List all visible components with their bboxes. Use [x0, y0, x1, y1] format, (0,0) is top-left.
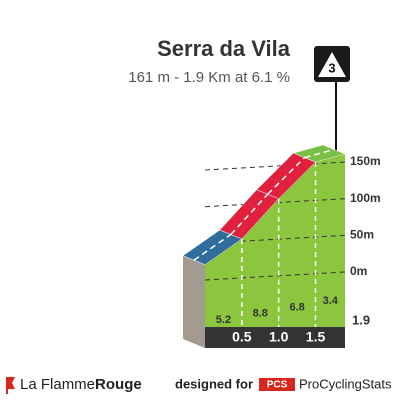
- designed-for: designed for: [175, 376, 253, 391]
- x-end-label: 1.9: [352, 312, 370, 327]
- ribbon-dash: [193, 233, 232, 261]
- ribbon-dash: [267, 157, 306, 195]
- y-tick-label: 0m: [350, 264, 367, 278]
- badge-triangle: [318, 52, 346, 77]
- gradient-label: 3.4: [323, 295, 339, 307]
- pcs-logo: [259, 378, 295, 391]
- gradient-label: 8.8: [253, 308, 268, 320]
- pcs-name: ProCyclingStats: [299, 376, 392, 391]
- brand: La FlammeRouge: [20, 376, 142, 393]
- y-tick-label: 50m: [350, 228, 374, 242]
- chart-subtitle: 161 m - 1.9 Km at 6.1 %: [128, 69, 290, 86]
- ribbon-dash: [304, 148, 335, 159]
- side-face: [183, 255, 205, 348]
- category-label: 3: [328, 60, 335, 75]
- x-tick-label: 1.5: [306, 329, 326, 345]
- x-tick-label: 1.0: [269, 329, 289, 345]
- gradient-label: 6.8: [289, 301, 304, 313]
- ribbon-dash: [230, 193, 269, 236]
- gradient-label: 5.2: [216, 314, 231, 326]
- x-tick-label: 0.5: [232, 329, 252, 345]
- plot: 150m 100m 50m 0m 0.5 1.0 1.5 1.9 5.2 8.8 6.8 3.4: [182, 144, 381, 348]
- y-tick-label: 100m: [350, 191, 381, 205]
- distance-band: [205, 327, 345, 348]
- profile-face: [205, 154, 345, 327]
- chart-title: Serra da Vila: [157, 36, 291, 61]
- y-tick-label: 150m: [350, 154, 381, 168]
- pcs-logo-text: PCS: [267, 380, 288, 391]
- brand-icon: [6, 377, 15, 394]
